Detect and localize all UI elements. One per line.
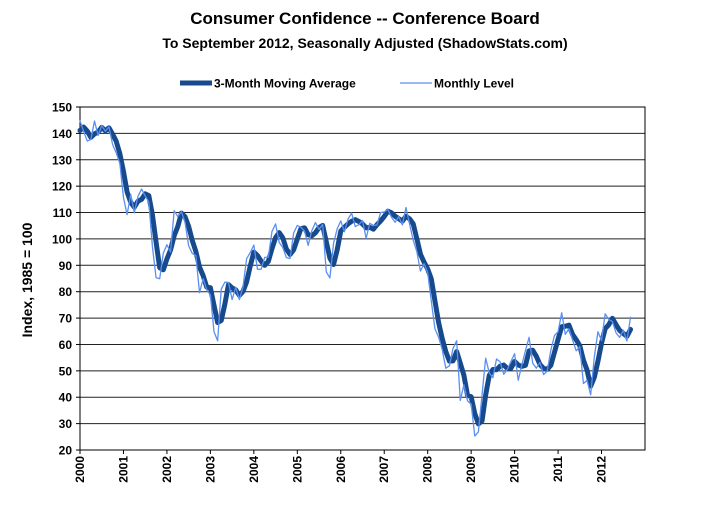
x-tick-label: 2002 [160, 456, 174, 483]
y-tick-label: 30 [59, 417, 73, 431]
plot-border [79, 106, 646, 451]
x-tick-label: 2011 [551, 456, 565, 482]
y-tick-label: 120 [52, 180, 72, 194]
y-tick-label: 110 [53, 206, 73, 220]
y-axis-label: Index, 1985 = 100 [19, 222, 35, 337]
x-tick-label: 2006 [334, 456, 348, 483]
x-tick-label: 2009 [464, 456, 478, 483]
chart-subtitle: To September 2012, Seasonally Adjusted (… [162, 35, 567, 51]
legend-label: 3-Month Moving Average [214, 77, 356, 91]
y-tick-label: 20 [59, 444, 73, 458]
plot-area [80, 107, 645, 450]
y-tick-label: 150 [52, 101, 72, 115]
y-tick-label: 70 [59, 312, 73, 326]
chart-title: Consumer Confidence -- Conference Board [190, 9, 540, 28]
x-tick-label: 2012 [595, 456, 609, 483]
y-tick-label: 100 [52, 232, 72, 246]
x-tick-label: 2007 [377, 456, 391, 483]
y-tick-label: 140 [52, 127, 72, 141]
x-tick-label: 2008 [421, 456, 435, 483]
x-tick-label: 2004 [247, 456, 261, 483]
data-line [79, 120, 632, 437]
legend-label: Monthly Level [434, 77, 514, 91]
x-tick-label: 2000 [73, 456, 87, 483]
y-tick-label: 60 [59, 338, 73, 352]
y-tick-label: 80 [59, 285, 73, 299]
y-tick-label: 130 [52, 153, 72, 167]
y-tick-label: 40 [59, 391, 73, 405]
x-tick-label: 2010 [508, 456, 522, 483]
x-tick-label: 2001 [116, 456, 130, 483]
x-tick-label: 2005 [290, 456, 304, 483]
y-tick-label: 50 [59, 364, 73, 378]
y-tick-label: 90 [59, 259, 73, 273]
x-tick-label: 2003 [203, 456, 217, 483]
